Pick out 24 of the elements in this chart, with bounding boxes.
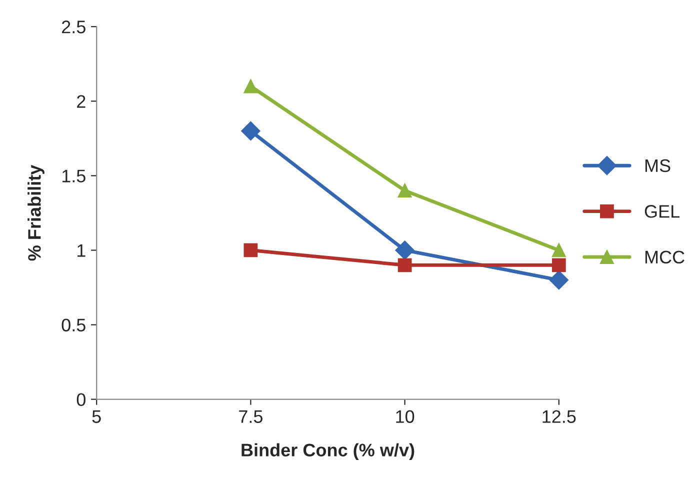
- point: [398, 258, 412, 272]
- x-tick-label: 12.5: [542, 410, 576, 423]
- point: [241, 121, 260, 141]
- x-tick-label: 10: [396, 410, 414, 423]
- y-axis-title: % Friability: [28, 164, 44, 261]
- legend-label: MS: [645, 159, 670, 172]
- point: [244, 79, 258, 94]
- point: [395, 240, 414, 260]
- point: [398, 184, 412, 198]
- point: [552, 258, 566, 272]
- y-tick-label: 0: [76, 393, 86, 406]
- legend-label: GEL: [644, 205, 680, 218]
- y-tick-label: 1.5: [62, 170, 86, 182]
- x-axis-title: Binder Conc (% w/v): [242, 443, 414, 460]
- legend-label: MCC: [645, 250, 684, 264]
- y-tick-label: 1: [78, 244, 86, 257]
- y-tick-label: 0.5: [62, 318, 86, 332]
- point: [244, 243, 258, 258]
- point: [549, 270, 568, 290]
- x-tick-label: 7.5: [239, 410, 262, 423]
- y-tick-label: 2: [77, 95, 86, 108]
- y-tick-label: 2.5: [62, 20, 86, 34]
- x-tick-label: 5: [92, 410, 101, 423]
- point: [552, 243, 566, 258]
